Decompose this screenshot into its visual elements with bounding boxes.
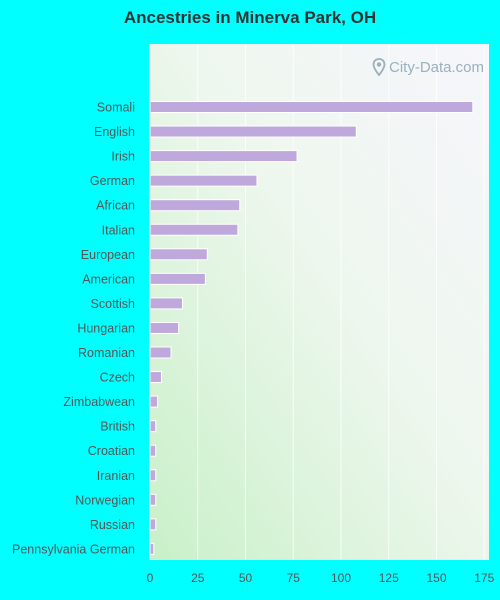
- bar[interactable]: [149, 395, 159, 408]
- category-label: Romanian: [78, 346, 135, 360]
- category-label: British: [100, 420, 135, 434]
- category-label: Croatian: [88, 444, 135, 458]
- category-label: Czech: [100, 371, 135, 385]
- category-label: Russian: [90, 518, 135, 532]
- bars: [149, 101, 474, 555]
- bar[interactable]: [149, 174, 258, 187]
- x-tick-label: 75: [287, 571, 301, 585]
- category-label: American: [82, 272, 135, 286]
- bar[interactable]: [149, 420, 157, 433]
- category-label: German: [90, 174, 135, 188]
- x-tick-label: 50: [239, 571, 253, 585]
- category-labels: Somali English Irish German African Italian Eu…: [12, 101, 135, 557]
- x-tick-label: 150: [426, 571, 446, 585]
- x-tick-label: 100: [331, 571, 351, 585]
- category-label: Zimbabwean: [63, 395, 135, 409]
- bar[interactable]: [149, 223, 239, 236]
- bar[interactable]: [149, 371, 162, 384]
- bar[interactable]: [149, 321, 180, 334]
- chart-title: Ancestries in Minerva Park, OH: [123, 8, 377, 27]
- x-tick-label: 125: [379, 571, 399, 585]
- category-label: Iranian: [97, 469, 135, 483]
- category-label: English: [94, 125, 135, 139]
- x-tick-label: 175: [474, 571, 494, 585]
- category-label: Italian: [102, 223, 135, 237]
- location-pin-icon: [372, 58, 386, 76]
- bar[interactable]: [149, 199, 241, 212]
- bar[interactable]: [149, 346, 172, 359]
- bar[interactable]: [149, 297, 183, 310]
- watermark: City-Data.com: [372, 58, 484, 76]
- category-label: Scottish: [91, 297, 136, 311]
- bar[interactable]: [149, 150, 298, 163]
- category-label: Somali: [97, 101, 135, 115]
- category-label: Irish: [111, 150, 135, 164]
- bar[interactable]: [149, 272, 206, 285]
- bar[interactable]: [149, 469, 157, 482]
- x-axis-ticks: 0 25 50 75 100 125 150 175: [147, 571, 495, 585]
- plot-area: [149, 44, 489, 560]
- bar[interactable]: [149, 542, 155, 555]
- category-label: African: [96, 199, 135, 213]
- bar[interactable]: [149, 493, 157, 506]
- bar[interactable]: [149, 444, 157, 457]
- bar[interactable]: [149, 518, 157, 531]
- bar[interactable]: [149, 101, 474, 113]
- x-tick-label: 25: [191, 571, 205, 585]
- bar[interactable]: [149, 125, 357, 138]
- x-tick-label: 0: [147, 571, 154, 585]
- bar[interactable]: [149, 248, 208, 261]
- category-label: European: [81, 248, 135, 262]
- category-label: Norwegian: [75, 493, 135, 507]
- category-label: Hungarian: [77, 321, 135, 335]
- category-label: Pennsylvania German: [12, 542, 135, 556]
- watermark-text: City-Data.com: [389, 58, 485, 76]
